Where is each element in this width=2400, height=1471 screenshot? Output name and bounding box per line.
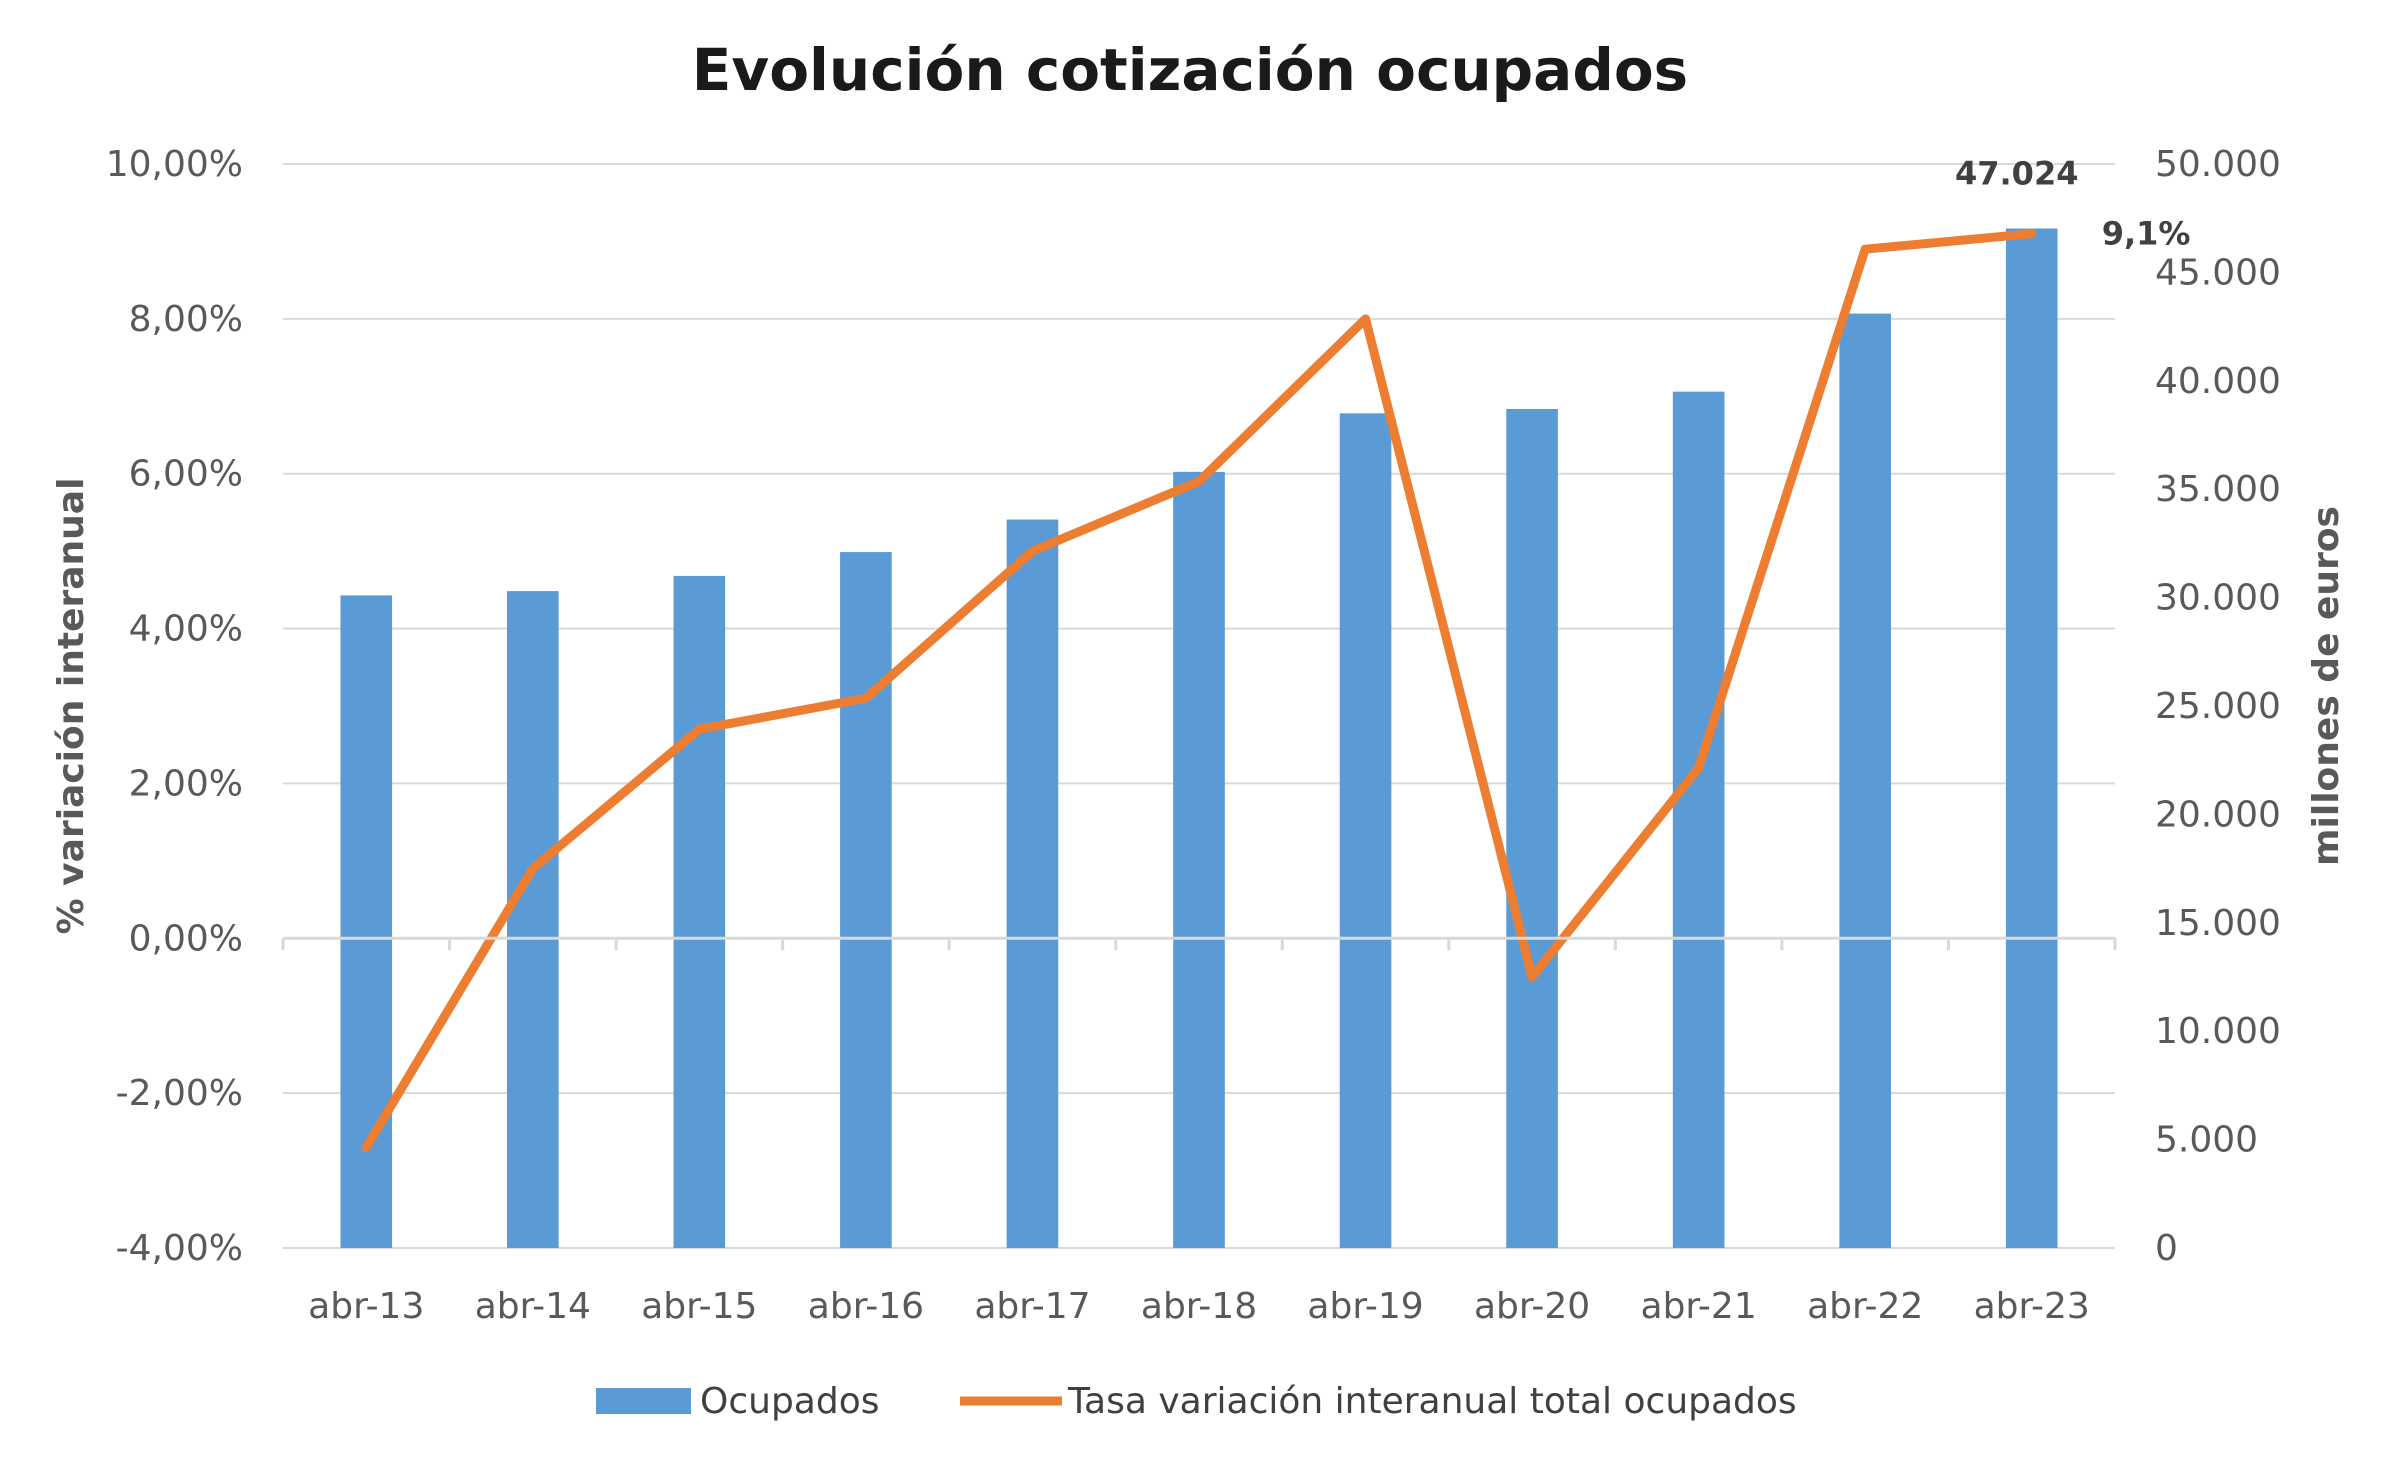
point-tasa-variacion [698,728,701,731]
chart-title: Evolución cotización ocupados [692,36,1688,104]
y-axis-left-label: % variación interanual [51,478,92,935]
bar-ocupados [1506,408,1558,1248]
y-right-tick-label: 30.000 [2155,578,2281,619]
bar-ocupados [1339,413,1392,1248]
data-label-tasa: 9,1% [2102,215,2191,253]
axes: -4,00% -2,00% 0,00% 2,00% 4,00% 6,00% 8,00% 10,… [106,144,2281,1327]
y-right-tick-label: 40.000 [2155,361,2281,402]
x-tick-label: abr-18 [1141,1286,1257,1327]
bar-ocupados [1672,391,1725,1248]
legend: Ocupados Tasa variación interanual total… [596,1381,1797,1422]
legend-label-ocupados: Ocupados [700,1381,880,1422]
y-right-tick-label: 50.000 [2155,144,2281,185]
line-series [361,229,2037,1152]
point-tasa-variacion [1364,317,1367,320]
bar-series [340,228,2058,1249]
y-left-tick-label: -4,00% [116,1228,243,1269]
y-right-tick-label: 45.000 [2155,252,2281,293]
bar-ocupados [840,552,892,1248]
x-tick-label: abr-16 [808,1286,924,1327]
y-left-tick-label: 6,00% [129,454,243,495]
x-tick-label: abr-22 [1807,1286,1923,1327]
point-tasa-variacion [1864,248,1867,251]
legend-label-tasa: Tasa variación interanual total ocupados [1067,1381,1797,1422]
point-tasa-variacion [2030,232,2033,235]
y-left-tick-label: 10,00% [106,144,243,185]
x-tick-label: abr-13 [308,1286,424,1327]
y-left-tick-label: 8,00% [129,299,243,340]
x-tick-label: abr-17 [974,1286,1090,1327]
y-left-tick-label: 0,00% [129,918,243,959]
bar-ocupados [673,575,726,1248]
point-tasa-variacion [1531,976,1534,978]
y-right-tick-label: 15.000 [2155,903,2281,944]
y-left-tick-label: 2,00% [129,763,243,804]
x-tick-label: abr-15 [641,1286,757,1327]
point-tasa-variacion [365,1146,368,1149]
y-right-tick-label: 25.000 [2155,686,2281,727]
x-tick-label: abr-19 [1307,1286,1423,1327]
y-left-tick-label: 4,00% [129,609,243,650]
point-tasa-variacion [1697,766,1700,769]
x-tick-label: abr-21 [1641,1286,1757,1327]
legend-swatch-ocupados [596,1388,691,1414]
y-right-tick-label: 5.000 [2155,1120,2258,1161]
bar-ocupados [1839,313,1891,1248]
bar-ocupados [2005,228,2058,1249]
y-left-tick-label: -2,00% [116,1073,243,1114]
y-right-tick-label: 35.000 [2155,469,2281,510]
x-tick-label: abr-14 [475,1286,591,1327]
x-tick-label: abr-20 [1474,1286,1590,1327]
point-tasa-variacion [864,697,867,700]
y-right-tick-label: 0 [2155,1228,2178,1269]
bar-ocupados [507,591,559,1248]
x-tick-label: abr-23 [1974,1286,2090,1327]
bar-ocupados [1173,471,1225,1249]
y-axis-right-label: millones de euros [2306,506,2347,866]
y-right-tick-label: 20.000 [2155,794,2281,835]
point-tasa-variacion [1198,480,1200,483]
point-tasa-variacion [1031,550,1034,553]
point-tasa-variacion [531,867,534,870]
data-label-ocupados: 47.024 [1955,155,2078,193]
y-right-tick-label: 10.000 [2155,1011,2281,1052]
bar-ocupados [1006,519,1059,1248]
